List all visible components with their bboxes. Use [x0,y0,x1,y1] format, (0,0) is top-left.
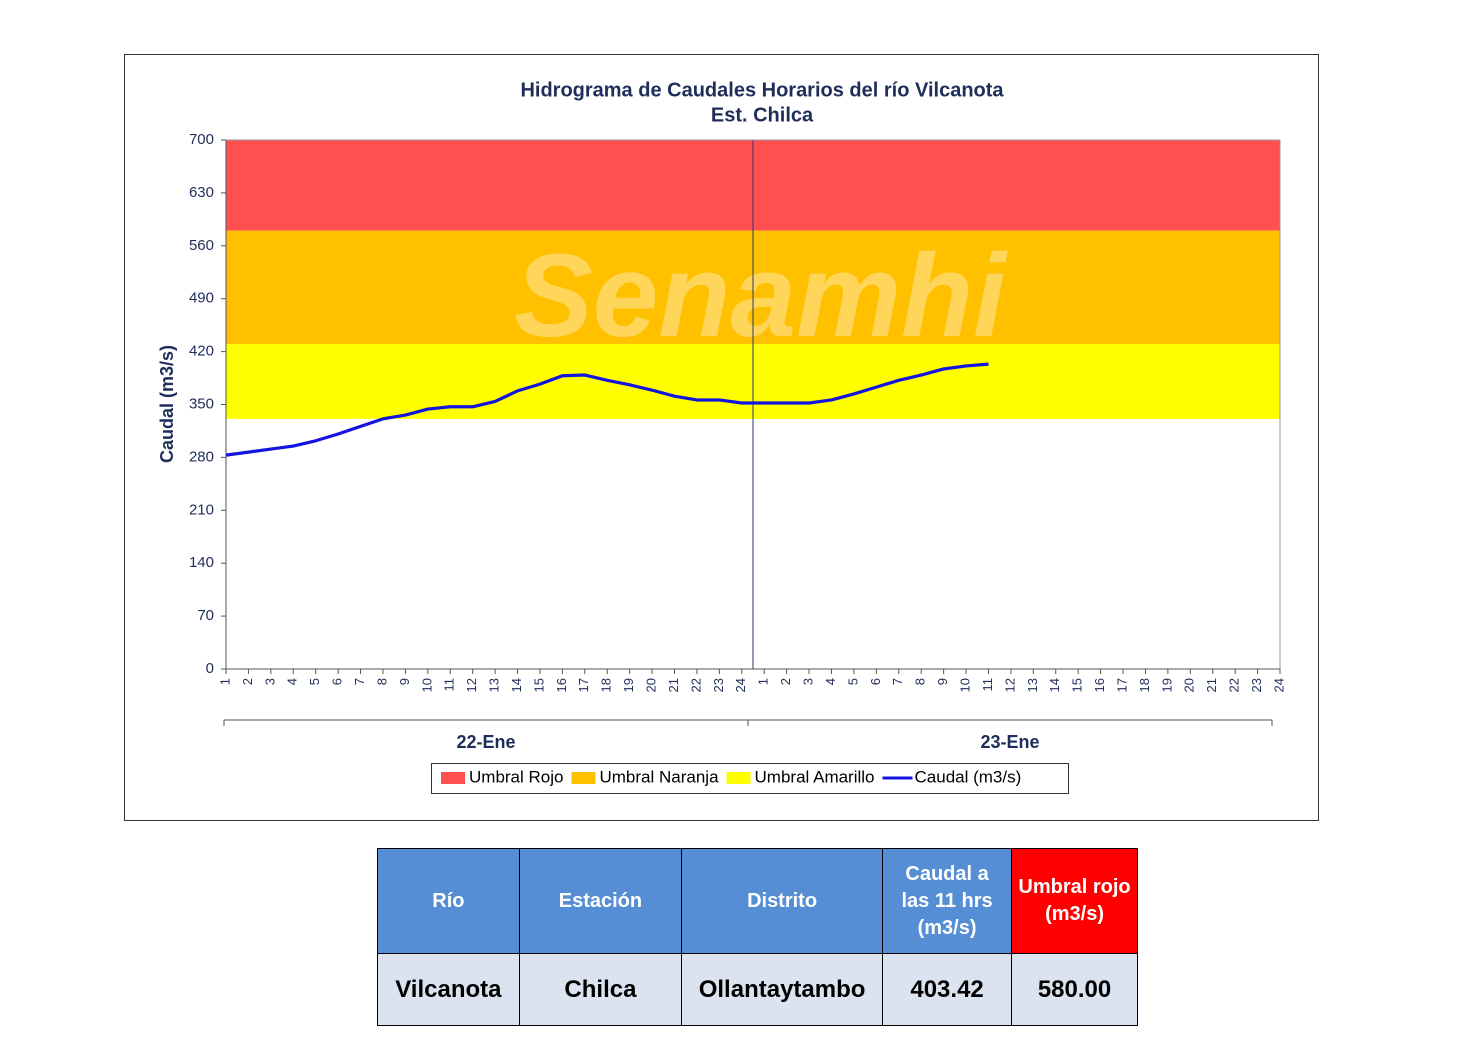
x-tick-label: 6 [868,678,883,685]
x-tick-label: 5 [845,678,860,685]
x-tick-label: 19 [1159,678,1174,692]
legend-swatch [571,772,596,784]
cell: Chilca [518,953,683,1026]
x-tick-label: 22 [1227,678,1242,692]
x-tick-label: 8 [374,678,389,685]
x-tick-label: 9 [397,678,412,685]
x-tick-label: 6 [330,678,345,685]
x-tick-label: 12 [464,678,479,692]
header-cell: Caudal a las 11 hrs (m3/s) [882,848,1013,954]
x-tick-label: 1 [217,678,232,685]
summary-table: Río Estación Distrito Caudal a las 11 hr… [377,848,1138,1026]
x-tick-label: 9 [935,678,950,685]
x-tick-label: 2 [778,678,793,685]
x-tick-label: 4 [285,678,300,685]
x-tick-label: 16 [1092,678,1107,692]
group-label: 23-Ene [980,732,1039,752]
x-tick-label: 10 [419,678,434,692]
group-label: 22-Ene [456,732,515,752]
x-tick-label: 4 [823,678,838,685]
x-tick-label: 2 [240,678,255,685]
header-row: Río Estación Distrito Caudal a las 11 hr… [377,848,1138,954]
x-tick-label: 3 [262,678,277,685]
x-tick-label: 24 [1271,678,1286,692]
x-tick-label: 18 [1137,678,1152,692]
x-tick-label: 3 [801,678,816,685]
x-tick-label: 21 [1204,678,1219,692]
x-tick-label: 13 [1025,678,1040,692]
x-tick-label: 11 [980,678,995,692]
flow-line [225,362,989,457]
x-tick-label: 20 [644,678,659,692]
y-tick-label: 560 [189,237,214,254]
x-tick-label: 7 [352,678,367,685]
header-cell: Distrito [681,848,884,954]
x-tick-label: 10 [957,678,972,692]
x-tick-label: 21 [666,678,681,692]
legend-label: Caudal (m3/s) [915,767,1022,786]
x-tick-label: 24 [733,678,748,692]
x-tick-label: 16 [554,678,569,692]
x-tick-label: 15 [1070,678,1085,692]
x-tick-label: 13 [487,678,502,692]
legend-label: Umbral Amarillo [755,767,875,786]
y-tick-label: 490 [189,290,214,307]
chart-subtitle: Est. Chilca [711,104,814,126]
y-tick-label: 0 [206,660,214,677]
x-tick-label: 23 [711,678,726,692]
cell: Vilcanota [377,953,520,1026]
header-cell: Umbral rojo (m3/s) [1011,848,1138,954]
x-tick-label: 15 [531,678,546,692]
y-tick-label: 350 [189,395,214,412]
y-tick-label: 70 [197,607,214,624]
x-tick-label: 23 [1249,678,1264,692]
x-tick-label: 12 [1002,678,1017,692]
cell: Ollantaytambo [681,953,884,1026]
cell: 580.00 [1011,953,1138,1026]
x-tick-label: 17 [1114,678,1129,692]
legend-swatch [441,772,465,784]
x-tick-label: 1 [756,678,771,685]
y-tick-label: 700 [189,131,214,148]
x-tick-label: 19 [621,678,636,692]
x-tick-label: 7 [890,678,905,685]
legend-swatch [726,772,751,784]
x-tick-label: 11 [442,678,457,692]
x-tick-label: 14 [509,678,524,692]
x-tick-label: 8 [913,678,928,685]
watermark: Senamhi [514,230,1008,362]
x-tick-label: 22 [688,678,703,692]
y-tick-label: 630 [189,184,214,201]
x-tick-label: 18 [599,678,614,692]
data-row: Vilcanota Chilca Ollantaytambo 403.42 58… [377,953,1138,1026]
y-tick-label: 420 [189,343,214,360]
x-tick-label: 14 [1047,678,1062,692]
y-axis-label: Caudal (m3/s) [157,345,177,463]
cell: 403.42 [882,953,1013,1026]
y-tick-label: 280 [189,448,214,465]
chart: Hidrograma de Caudales Horarios del río … [124,54,1319,821]
x-tick-label: 17 [576,678,591,692]
x-tick-label: 5 [307,678,322,685]
header-cell: Río [377,848,520,954]
y-tick-label: 210 [189,501,214,518]
y-tick-label: 140 [189,554,214,571]
legend-label: Umbral Rojo [469,767,563,786]
chart-title: Hidrograma de Caudales Horarios del río … [520,79,1004,101]
header-cell: Estación [518,848,683,954]
x-tick-label: 20 [1182,678,1197,692]
legend-label: Umbral Naranja [599,767,719,786]
